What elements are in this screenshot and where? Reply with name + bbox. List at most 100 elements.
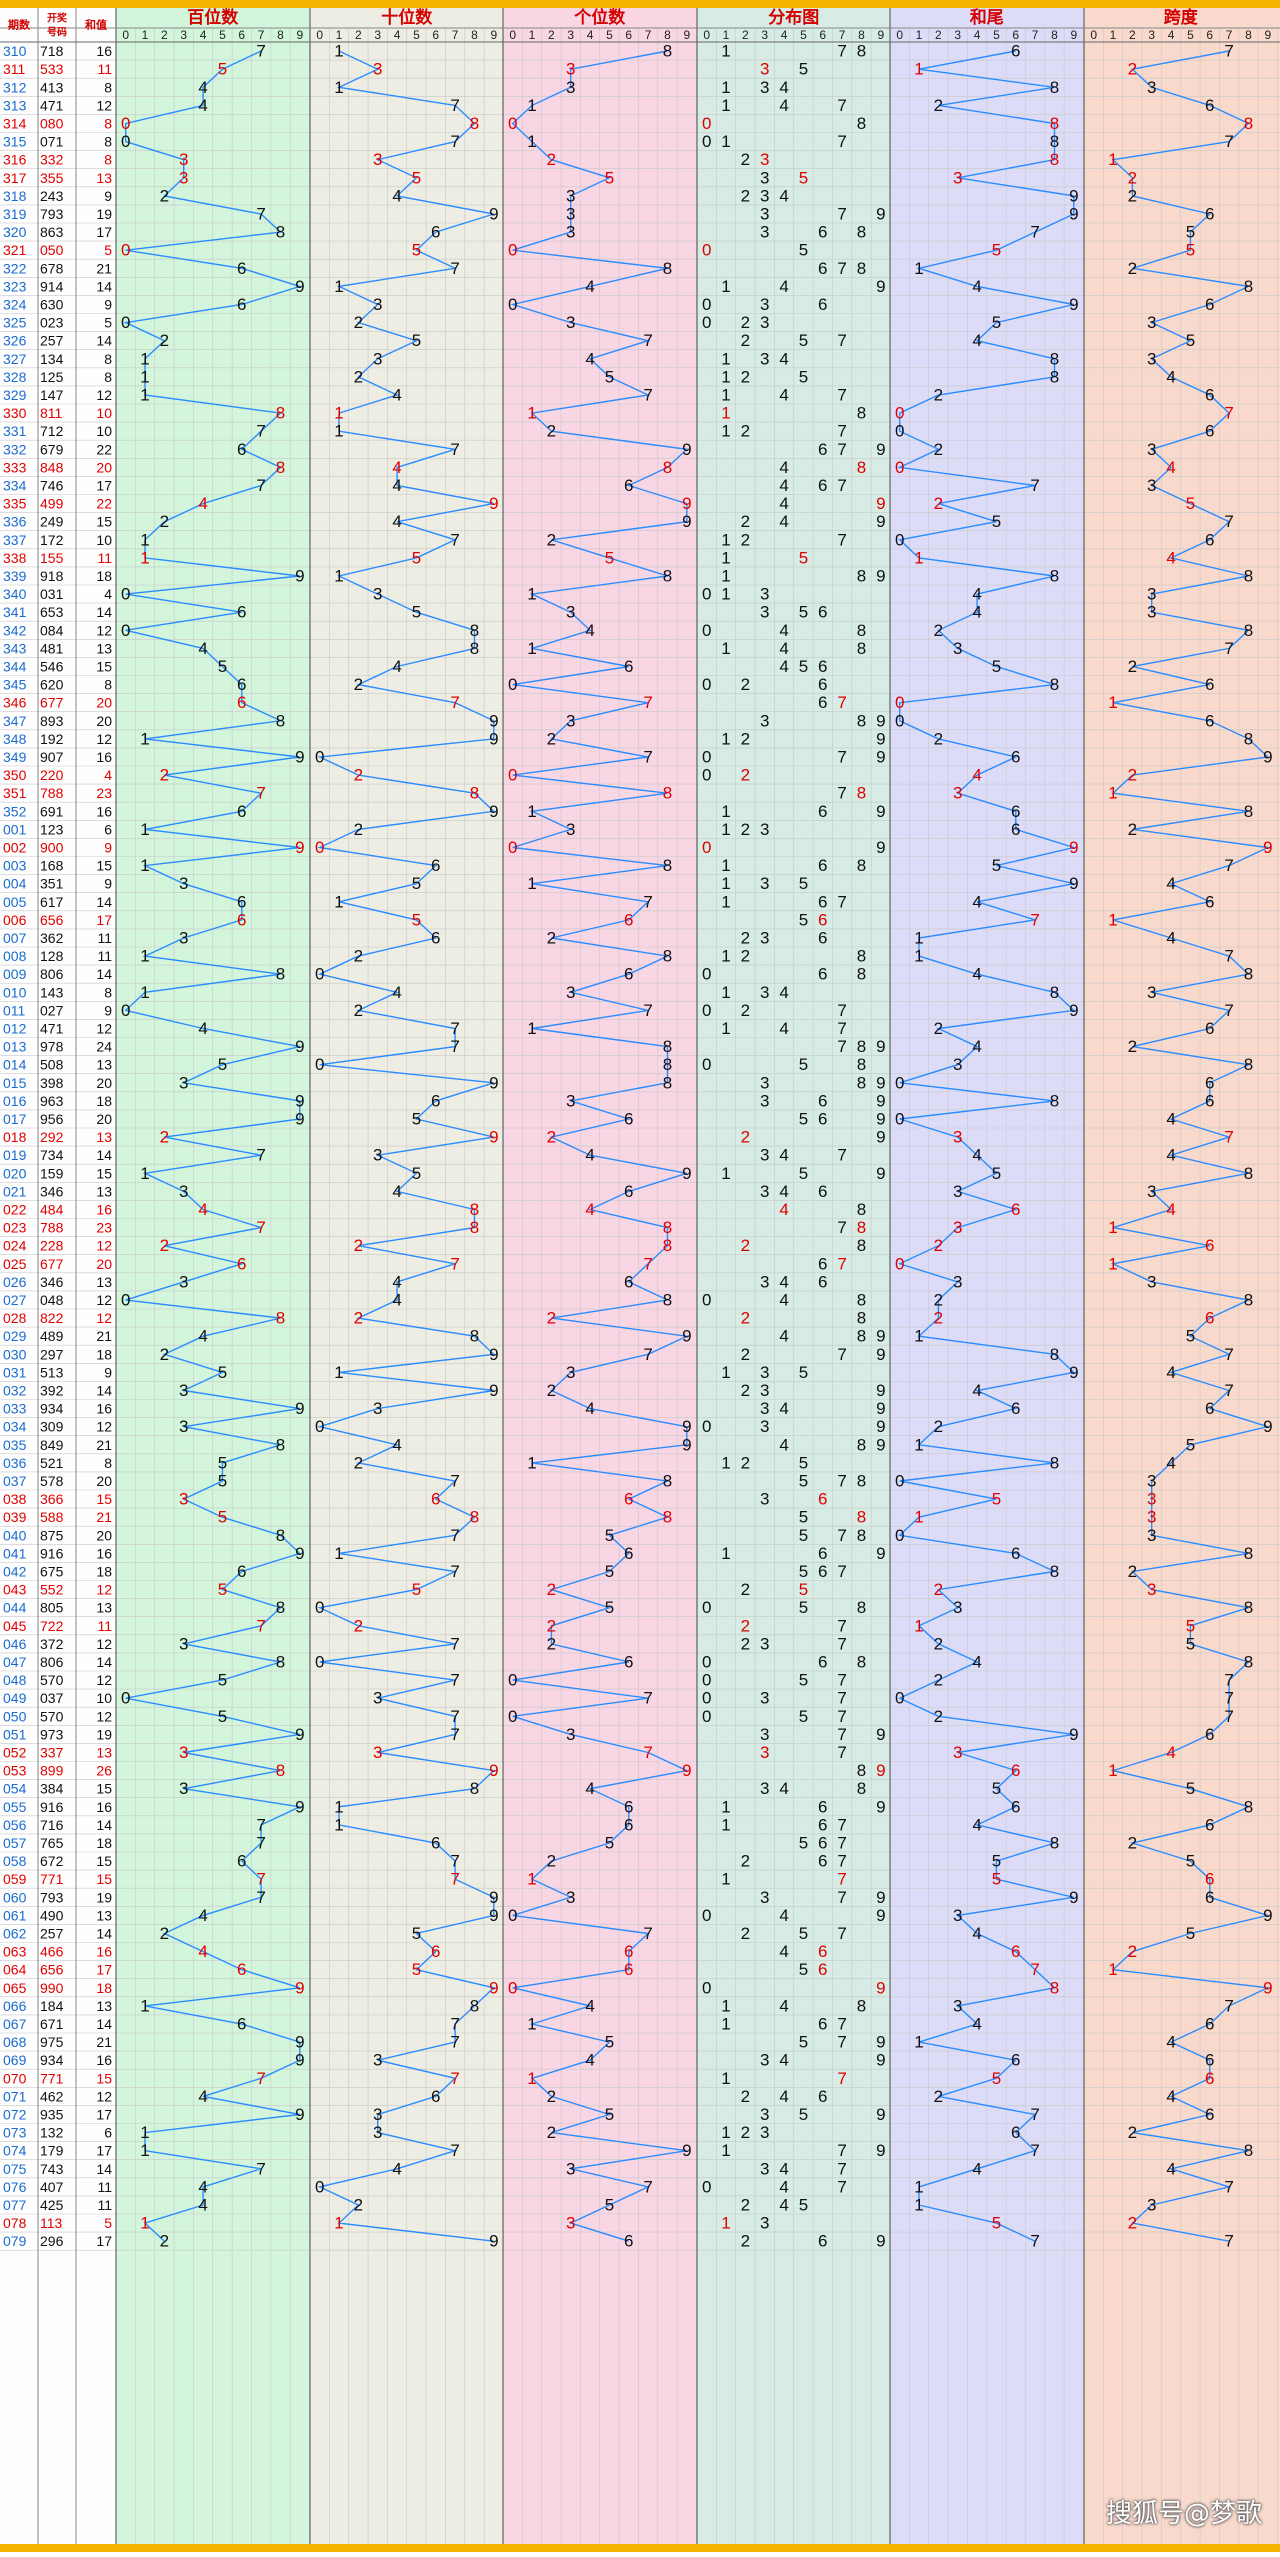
distribution-mark: 5 <box>799 603 808 622</box>
digit-mark: 3 <box>179 1073 188 1092</box>
digit-mark: 6 <box>237 892 246 911</box>
digit-mark: 7 <box>450 1526 459 1545</box>
header-digit: 9 <box>1070 28 1077 42</box>
digit-mark: 8 <box>1050 1562 1059 1581</box>
digit-mark: 4 <box>1166 874 1175 893</box>
digit-mark: 6 <box>1011 802 1020 821</box>
digit-mark: 0 <box>315 838 324 857</box>
distribution-mark: 5 <box>799 241 808 260</box>
digit-mark: 1 <box>140 983 149 1002</box>
sum-label: 16 <box>96 2052 112 2068</box>
sum-label: 8 <box>104 369 112 385</box>
digit-mark: 1 <box>527 585 536 604</box>
digit-mark: 6 <box>624 1544 633 1563</box>
distribution-mark: 5 <box>799 1562 808 1581</box>
digit-mark: 1 <box>140 2123 149 2142</box>
digit-mark: 3 <box>373 1689 382 1708</box>
issue-label: 335 <box>3 496 27 512</box>
digit-mark: 6 <box>1205 892 1214 911</box>
digit-mark: 1 <box>914 947 923 966</box>
digit-mark: 6 <box>431 928 440 947</box>
issue-label: 324 <box>3 296 27 312</box>
digit-mark: 9 <box>489 1906 498 1925</box>
distribution-mark: 2 <box>741 186 750 205</box>
digit-mark: 9 <box>295 1037 304 1056</box>
number-label: 675 <box>40 1563 64 1579</box>
digit-mark: 4 <box>198 639 207 658</box>
digit-mark: 7 <box>450 1562 459 1581</box>
number-label: 746 <box>40 477 64 493</box>
digit-mark: 7 <box>256 1146 265 1165</box>
distribution-mark: 7 <box>837 42 846 61</box>
distribution-mark: 1 <box>721 874 730 893</box>
header-digit: 1 <box>336 28 343 42</box>
issue-label: 326 <box>3 333 27 349</box>
number-label: 916 <box>40 1799 64 1815</box>
digit-mark: 8 <box>663 947 672 966</box>
distribution-mark: 2 <box>741 313 750 332</box>
digit-mark: 9 <box>489 1073 498 1092</box>
distribution-mark: 9 <box>876 277 885 296</box>
digit-mark: 7 <box>450 1037 459 1056</box>
digit-mark: 3 <box>373 2051 382 2070</box>
digit-mark: 1 <box>140 530 149 549</box>
issue-label: 346 <box>3 695 27 711</box>
header-digit: 5 <box>1187 28 1194 42</box>
distribution-mark: 8 <box>857 458 866 477</box>
distribution-mark: 6 <box>818 2087 827 2106</box>
number-label: 863 <box>40 224 64 240</box>
digit-mark: 2 <box>547 1616 556 1635</box>
digit-mark: 3 <box>953 1218 962 1237</box>
digit-mark: 0 <box>895 1073 904 1092</box>
digit-mark: 2 <box>160 2232 169 2251</box>
digit-mark: 2 <box>547 530 556 549</box>
header-digit: 6 <box>819 28 826 42</box>
sum-label: 17 <box>96 2143 112 2159</box>
digit-mark: 5 <box>1186 1327 1195 1346</box>
digit-mark: 5 <box>218 1508 227 1527</box>
distribution-mark: 9 <box>876 1544 885 1563</box>
issue-label: 040 <box>3 1527 27 1543</box>
sum-label: 15 <box>96 1853 112 1869</box>
digit-mark: 6 <box>1205 1309 1214 1328</box>
digit-mark: 7 <box>643 747 652 766</box>
distribution-mark: 5 <box>799 60 808 79</box>
header-digit: 4 <box>587 28 594 42</box>
distribution-mark: 9 <box>876 2232 885 2251</box>
digit-mark: 1 <box>140 385 149 404</box>
digit-mark: 6 <box>431 1091 440 1110</box>
digit-mark: 4 <box>972 1652 981 1671</box>
digit-mark: 6 <box>624 1942 633 1961</box>
sum-label: 23 <box>96 1220 112 1236</box>
digit-mark: 5 <box>1186 1924 1195 1943</box>
digit-mark: 2 <box>354 2195 363 2214</box>
distribution-mark: 0 <box>702 766 711 785</box>
number-label: 132 <box>40 2125 64 2141</box>
digit-mark: 0 <box>895 1471 904 1490</box>
digit-mark: 6 <box>1205 422 1214 441</box>
digit-mark: 4 <box>392 2159 401 2178</box>
digit-mark: 9 <box>295 747 304 766</box>
digit-mark: 4 <box>1166 2087 1175 2106</box>
digit-mark: 2 <box>547 1580 556 1599</box>
sum-label: 12 <box>96 2088 112 2104</box>
issue-label: 340 <box>3 586 27 602</box>
digit-mark: 3 <box>566 1091 575 1110</box>
digit-mark: 7 <box>643 331 652 350</box>
digit-mark: 4 <box>198 2177 207 2196</box>
digit-mark: 9 <box>1069 204 1078 223</box>
issue-label: 328 <box>3 369 27 385</box>
digit-mark: 6 <box>624 2232 633 2251</box>
sum-label: 18 <box>96 1093 112 1109</box>
digit-mark: 4 <box>392 983 401 1002</box>
issue-label: 065 <box>3 1980 27 1996</box>
digit-mark: 7 <box>1030 2105 1039 2124</box>
watermark: 搜狐号@梦歌 <box>1105 2499 1262 2529</box>
digit-mark: 7 <box>1030 223 1039 242</box>
distribution-mark: 6 <box>818 856 827 875</box>
digit-mark: 9 <box>489 1345 498 1364</box>
digit-mark: 3 <box>953 168 962 187</box>
distribution-mark: 0 <box>702 838 711 857</box>
digit-mark: 6 <box>1205 675 1214 694</box>
digit-mark: 5 <box>992 1490 1001 1509</box>
